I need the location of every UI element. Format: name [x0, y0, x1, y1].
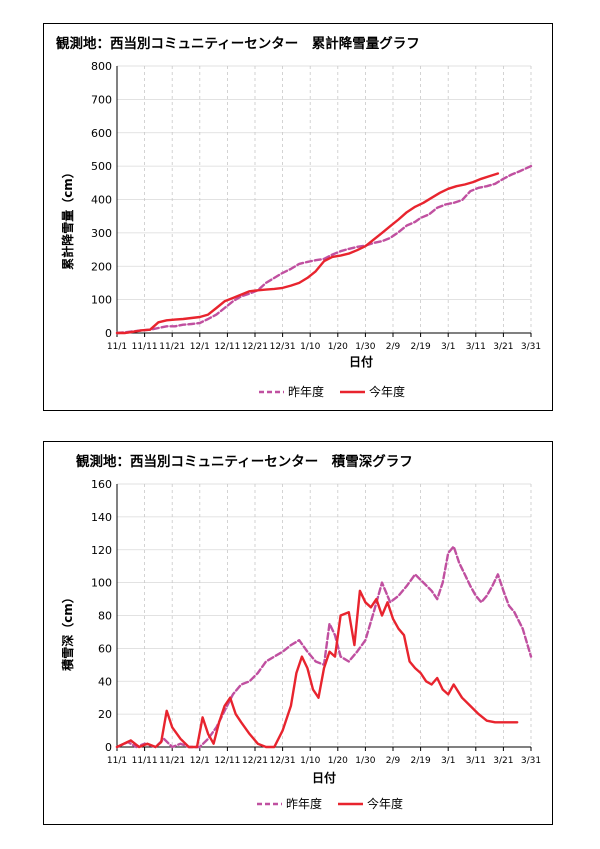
y-tick-label: 600: [91, 127, 112, 140]
legend-label-this-year: 今年度: [369, 384, 405, 399]
x-tick-label: 12/31: [270, 342, 296, 352]
cumulative-snowfall-chart-panel: 観測地：西当別コミュニティーセンター 累計降雪量グラフ 日付 累計降雪量（cm）…: [43, 23, 553, 411]
series-line-last-year: [115, 164, 533, 335]
x-tick-label: 12/21: [242, 756, 268, 766]
y-tick-label: 500: [91, 160, 112, 173]
x-tick-label: 11/11: [132, 756, 158, 766]
y-tick-label: 140: [91, 511, 112, 524]
x-tick-label: 2/9: [386, 756, 401, 766]
series-line-last-year: [115, 545, 533, 749]
y-tick-label: 100: [91, 577, 112, 590]
x-tick-label: 3/21: [493, 756, 513, 766]
x-axis-label: 日付: [349, 354, 373, 369]
x-tick-label: 1/20: [328, 342, 348, 352]
x-tick-label: 12/1: [190, 756, 210, 766]
series-line-this-year: [115, 172, 500, 335]
y-tick-label: 100: [91, 294, 112, 307]
y-tick-label: 300: [91, 227, 112, 240]
x-tick-label: 12/11: [214, 756, 240, 766]
y-tick-label: 160: [91, 478, 112, 491]
chart-title: 観測地：西当別コミュニティーセンター 積雪深グラフ: [76, 453, 413, 470]
y-tick-label: 700: [91, 93, 112, 106]
x-tick-label: 11/11: [132, 342, 158, 352]
x-tick-label: 1/30: [355, 342, 375, 352]
y-tick-label: 0: [105, 327, 112, 340]
x-tick-label: 11/21: [159, 342, 185, 352]
x-tick-label: 11/1: [107, 342, 127, 352]
x-tick-label: 3/31: [521, 756, 541, 766]
x-tick-label: 12/11: [214, 342, 240, 352]
y-tick-label: 800: [91, 60, 112, 73]
x-tick-label: 3/31: [521, 342, 541, 352]
chart-title: 観測地：西当別コミュニティーセンター 累計降雪量グラフ: [56, 35, 420, 52]
x-tick-label: 3/11: [466, 756, 486, 766]
x-tick-label: 11/21: [159, 756, 185, 766]
x-tick-label: 12/31: [270, 756, 296, 766]
snow-depth-chart: 観測地：西当別コミュニティーセンター 積雪深グラフ 日付 積雪深（cm） 昨年度…: [60, 453, 541, 811]
x-tick-label: 12/1: [190, 342, 210, 352]
y-axis-label: 累計降雪量（cm）: [60, 166, 75, 270]
legend-label-last-year: 昨年度: [286, 796, 322, 811]
x-tick-label: 2/19: [410, 756, 430, 766]
x-tick-label: 3/21: [493, 342, 513, 352]
x-tick-label: 2/19: [410, 342, 430, 352]
y-tick-label: 120: [91, 544, 112, 557]
plot-area: 0 100 200 300 400 500 600 700 800 11/1 11/11 11/21 1…: [91, 60, 541, 352]
legend-label-last-year: 昨年度: [288, 384, 324, 399]
x-tick-label: 3/11: [466, 342, 486, 352]
x-tick-label: 2/9: [386, 342, 401, 352]
y-tick-label: 20: [98, 708, 112, 721]
snow-depth-chart-panel: 観測地：西当別コミュニティーセンター 積雪深グラフ 日付 積雪深（cm） 昨年度…: [43, 441, 553, 825]
x-tick-label: 12/21: [242, 342, 268, 352]
x-tick-label: 11/1: [107, 756, 127, 766]
x-tick-label: 1/10: [300, 342, 320, 352]
y-tick-label: 80: [98, 610, 112, 623]
cumulative-snowfall-chart: 観測地：西当別コミュニティーセンター 累計降雪量グラフ 日付 累計降雪量（cm）…: [56, 35, 541, 399]
y-tick-label: 40: [98, 675, 112, 688]
y-tick-label: 0: [105, 741, 112, 754]
legend: 昨年度 今年度: [257, 796, 403, 811]
x-tick-label: 3/1: [441, 756, 455, 766]
series-line-this-year: [115, 589, 519, 749]
legend-label-this-year: 今年度: [367, 796, 403, 811]
x-tick-label: 3/1: [441, 342, 455, 352]
x-tick-label: 1/10: [300, 756, 320, 766]
y-tick-label: 400: [91, 194, 112, 207]
x-tick-label: 1/20: [328, 756, 348, 766]
legend: 昨年度 今年度: [259, 384, 405, 399]
y-axis-label: 積雪深（cm）: [60, 591, 75, 672]
y-tick-label: 200: [91, 260, 112, 273]
x-tick-label: 1/30: [355, 756, 375, 766]
x-axis-label: 日付: [312, 770, 336, 785]
y-tick-label: 60: [98, 642, 112, 655]
